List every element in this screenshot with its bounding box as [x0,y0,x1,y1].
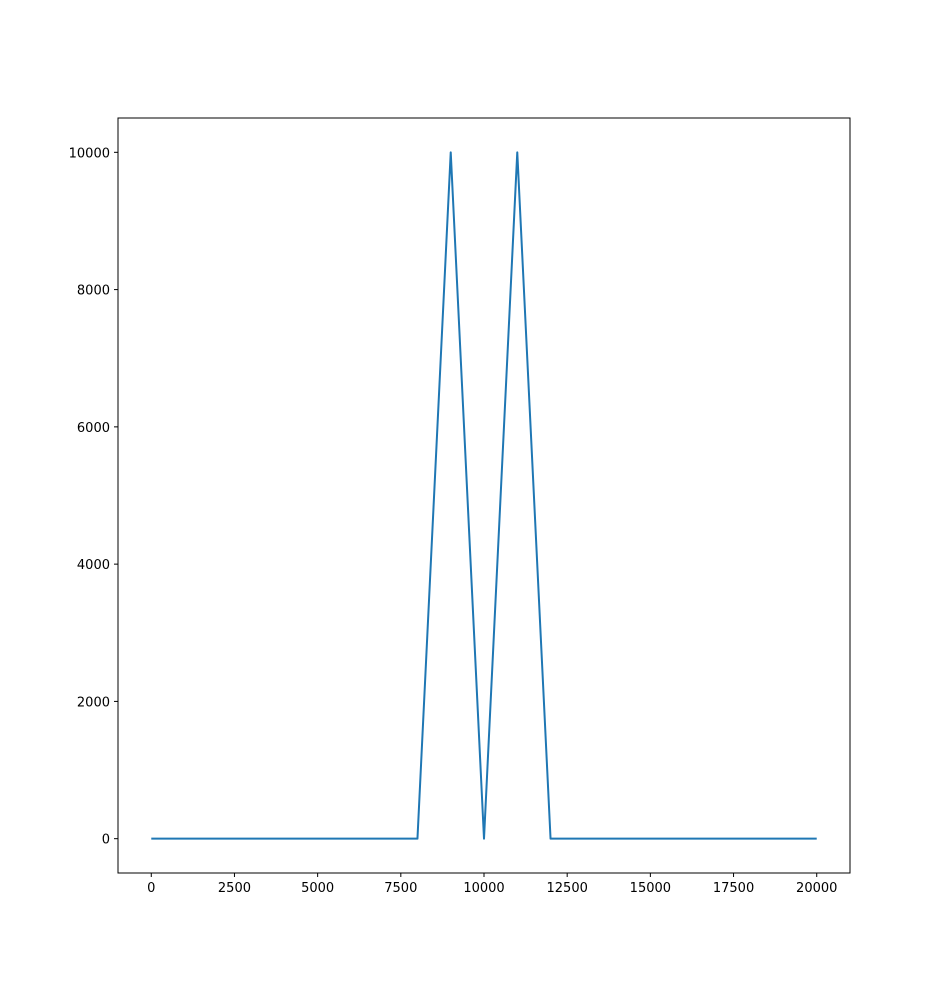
series-line [151,151,817,840]
x-tick-label: 5000 [301,881,334,896]
x-tick-label: 2500 [218,881,251,896]
x-tick-label: 17500 [713,881,754,896]
y-tick-label: 0 [102,833,110,848]
y-tick-label: 8000 [77,284,110,299]
axes-frame [117,117,851,874]
y-tick-label: 2000 [77,695,110,710]
x-tick-label: 7500 [384,881,417,896]
x-tick-label: 12500 [547,881,588,896]
x-tick-label: 0 [147,881,155,896]
x-tick-label: 20000 [796,881,837,896]
y-tick-label: 6000 [77,421,110,436]
x-tick-label: 10000 [463,881,504,896]
y-tick-label: 10000 [69,146,110,161]
y-tick-label: 4000 [77,558,110,573]
x-tick-label: 15000 [630,881,671,896]
